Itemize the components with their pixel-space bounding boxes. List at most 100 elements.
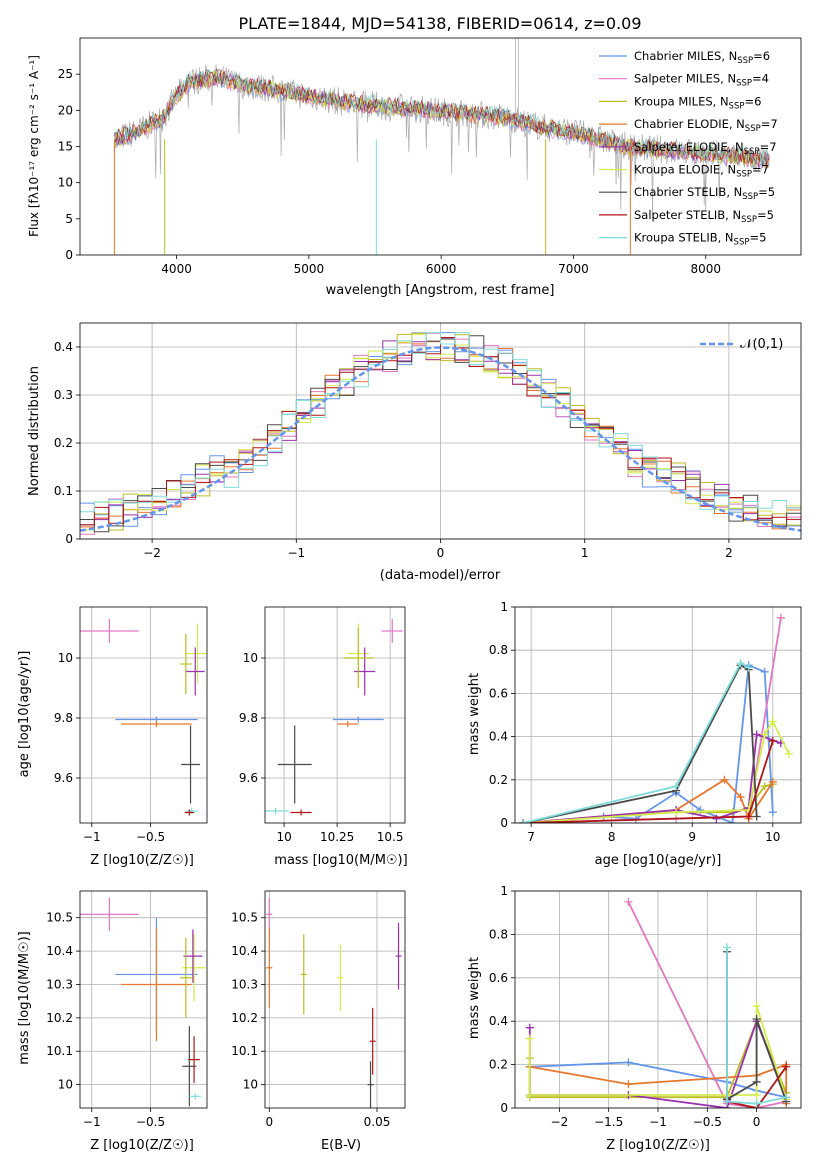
x-tick-label: 0 bbox=[437, 546, 445, 560]
gaussian-curve bbox=[80, 346, 801, 532]
spectrum-legend: Chabrier MILES, NSSP=6 Salpeter MILES, NS… bbox=[599, 49, 778, 248]
x-tick-label: 10 bbox=[276, 830, 291, 844]
plot-frame bbox=[79, 890, 208, 1109]
residual-histogram bbox=[80, 337, 801, 526]
plot-content bbox=[80, 619, 207, 816]
age-vs-mass-panel: 10 10.25 10.5 9.6 9.8 10 mass [log10(M/M☉)] bbox=[239, 606, 408, 868]
y-tick-label: 9.6 bbox=[54, 771, 73, 785]
weight-marker bbox=[519, 819, 528, 823]
legend-count: =7 bbox=[760, 140, 777, 154]
weight-marker bbox=[782, 1062, 791, 1071]
legend-entry: Salpeter STELIB, NSSP=5 bbox=[634, 208, 774, 225]
residuals-xlabel: (data-model)/error bbox=[380, 568, 501, 583]
weight-marker bbox=[723, 1097, 732, 1106]
x-tick-label: 4000 bbox=[161, 262, 192, 276]
y-tick-label: 10 bbox=[58, 651, 73, 665]
residual-histogram bbox=[80, 332, 801, 531]
weight-marker bbox=[672, 782, 681, 791]
weight-marker bbox=[525, 1023, 534, 1032]
weight-marker bbox=[752, 1090, 761, 1099]
weight-marker bbox=[752, 1099, 761, 1108]
age-vs-Z-panel: −1 −0.5 9.6 9.8 10 Z [log10(Z/Z☉)] age [log1… bbox=[17, 606, 208, 868]
plot-frame bbox=[79, 37, 802, 256]
legend-entry: Chabrier MILES, NSSP=6 bbox=[634, 49, 770, 66]
weight-marker bbox=[752, 812, 761, 821]
x-tick-label: −1 bbox=[83, 830, 101, 844]
y-tick-label: 0.6 bbox=[489, 971, 508, 985]
weight-marker bbox=[760, 667, 769, 676]
y-tick-label: 10 bbox=[243, 1078, 258, 1092]
model-spectrum bbox=[114, 70, 770, 169]
y-tick-label: 9.8 bbox=[54, 711, 73, 725]
plot-frame bbox=[264, 606, 406, 824]
legend-count: =6 bbox=[744, 94, 761, 108]
y-tick-label: 10.1 bbox=[231, 1044, 258, 1058]
gaussian-legend-label: 𝒩(0,1) bbox=[740, 337, 783, 352]
y-tick-label: 0.6 bbox=[489, 686, 508, 700]
weight-marker bbox=[760, 730, 769, 739]
y-tick-label: 0.1 bbox=[54, 484, 73, 498]
y-tick-label: 0.3 bbox=[54, 388, 73, 402]
legend-entry: Chabrier STELIB, NSSP=5 bbox=[634, 185, 775, 202]
legend-subscript: SSP bbox=[745, 124, 761, 134]
weight-marker bbox=[720, 775, 729, 784]
weight-marker bbox=[736, 793, 745, 802]
residuals-ylabel: Normed distribution bbox=[27, 366, 42, 496]
legend-subscript: SSP bbox=[736, 79, 752, 89]
x-tick-label: −2 bbox=[551, 1115, 569, 1129]
y-tick-label: 0.2 bbox=[489, 773, 508, 787]
legend-subscript: SSP bbox=[734, 238, 750, 248]
weight-marker bbox=[712, 814, 721, 823]
x-tick-label: 0.05 bbox=[364, 1115, 391, 1129]
legend-entry: Chabrier ELODIE, NSSP=7 bbox=[634, 117, 778, 134]
x-tick-label: 8 bbox=[608, 830, 616, 844]
weight-line bbox=[522, 664, 758, 823]
weight-marker bbox=[768, 717, 777, 726]
weight-vs-Z-xlabel: Z [log10(Z/Z☉)] bbox=[606, 1138, 710, 1153]
legend-entry: Salpeter ELODIE, NSSP=7 bbox=[634, 140, 777, 157]
legend-entry: Kroupa ELODIE, NSSP=7 bbox=[634, 163, 769, 180]
y-tick-label: 20 bbox=[58, 103, 73, 117]
y-tick-label: 0.4 bbox=[489, 730, 508, 744]
y-tick-label: 10.4 bbox=[46, 944, 73, 958]
weight-marker bbox=[672, 808, 681, 817]
model-spectrum bbox=[114, 67, 770, 167]
figure-title: PLATE=1844, MJD=54138, FIBERID=0614, z=0… bbox=[238, 14, 641, 33]
weight-marker bbox=[736, 659, 745, 668]
x-tick-label: 10 bbox=[765, 830, 780, 844]
mass-vs-EBV-xlabel: E(B-V) bbox=[321, 1138, 361, 1153]
y-tick-label: 10.3 bbox=[46, 977, 73, 991]
weight-marker bbox=[784, 749, 793, 758]
y-tick-label: 10.2 bbox=[46, 1011, 73, 1025]
x-tick-label: 10.5 bbox=[377, 830, 404, 844]
x-tick-label: 0 bbox=[265, 1115, 273, 1129]
plot-content bbox=[113, 38, 770, 255]
legend-entry: Salpeter MILES, NSSP=4 bbox=[634, 72, 769, 89]
x-tick-label: 9 bbox=[688, 830, 696, 844]
weight-marker bbox=[752, 730, 761, 739]
y-tick-label: 0 bbox=[500, 1101, 508, 1115]
y-tick-label: 0.2 bbox=[54, 436, 73, 450]
y-tick-label: 10.2 bbox=[231, 1011, 258, 1025]
weight-marker bbox=[752, 1002, 761, 1011]
plot-content bbox=[80, 332, 801, 535]
y-tick-label: 0.8 bbox=[489, 927, 508, 941]
y-tick-label: 10 bbox=[58, 176, 73, 190]
plot-content bbox=[519, 613, 793, 823]
legend-count: =5 bbox=[758, 185, 775, 199]
gaussian-legend: 𝒩(0,1) bbox=[700, 337, 783, 352]
residual-histogram bbox=[80, 334, 801, 531]
y-tick-label: 0 bbox=[65, 532, 73, 546]
y-tick-label: 0 bbox=[500, 816, 508, 830]
x-tick-label: −0.5 bbox=[693, 1115, 722, 1129]
y-tick-label: 9.8 bbox=[239, 711, 258, 725]
legend-subscript: SSP bbox=[742, 192, 758, 202]
plot-content bbox=[266, 897, 402, 1108]
model-spectrum bbox=[114, 67, 770, 165]
mass-vs-Z-ylabel: mass [log10(M/M☉)] bbox=[17, 931, 32, 1064]
x-tick-label: 6000 bbox=[426, 262, 457, 276]
x-tick-label: −1 bbox=[649, 1115, 667, 1129]
weight-marker bbox=[752, 1077, 761, 1086]
y-tick-label: 25 bbox=[58, 67, 73, 81]
